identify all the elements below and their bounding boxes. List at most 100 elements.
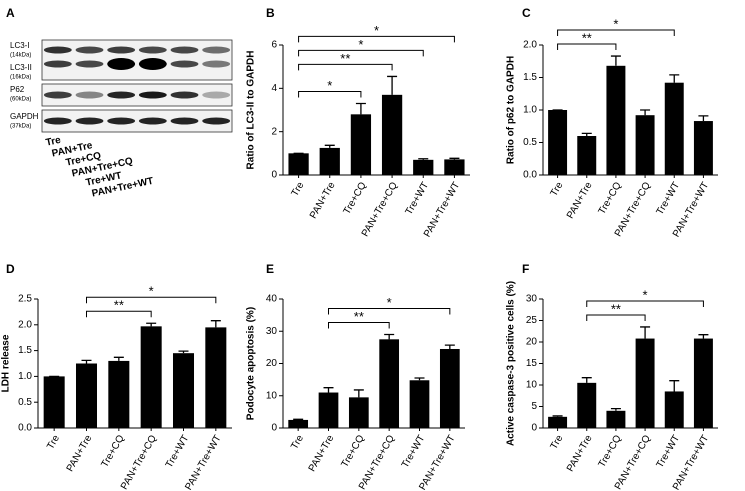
error-bar — [669, 380, 680, 392]
band — [75, 60, 104, 68]
error-bar — [293, 418, 304, 420]
bar — [635, 338, 655, 428]
band — [138, 117, 167, 125]
bar — [444, 159, 465, 175]
error-bar — [610, 408, 621, 411]
significance-bracket — [557, 43, 617, 51]
bar — [318, 392, 339, 428]
y-tick-label: 5 — [531, 401, 537, 412]
bar — [606, 410, 626, 428]
error-bar — [669, 74, 680, 83]
band — [107, 117, 136, 125]
band — [107, 58, 136, 70]
x-tick-label: PAN+Tre — [307, 433, 337, 474]
significance-label: * — [643, 287, 648, 302]
y-tick-label: 10 — [266, 390, 278, 401]
y-tick-label: 15 — [526, 358, 538, 369]
lane-label: Tre — [45, 135, 62, 149]
significance-bracket — [86, 296, 217, 304]
band — [138, 91, 167, 99]
x-tick-label: Tre+CQ — [339, 433, 366, 469]
y-tick-label: 10 — [526, 380, 538, 391]
panel-letter: F — [522, 262, 529, 276]
chart-panel: D LDH release 0.0 0.5 1.0 1.5 2.0 2.5 Tre PAN+Tre… — [1, 262, 232, 491]
error-bar — [113, 356, 124, 361]
band — [75, 46, 104, 54]
significance-label: ** — [114, 298, 124, 313]
bar — [606, 65, 626, 175]
bar — [288, 153, 309, 175]
y-tick-label: 1.5 — [18, 345, 32, 356]
y-axis-label: Active caspase-3 positive cells (%) — [506, 281, 517, 446]
band-label: P62 — [10, 85, 25, 94]
x-tick-label: Tre — [45, 433, 62, 452]
error-bar — [414, 377, 425, 381]
y-tick-label: 0 — [531, 423, 537, 434]
blot-frame — [41, 109, 233, 133]
significance-label: ** — [340, 51, 350, 66]
band-size: (14kDa) — [10, 53, 31, 59]
band — [170, 60, 199, 68]
bar — [319, 147, 340, 175]
error-bar — [353, 389, 364, 398]
band — [170, 117, 199, 125]
band — [43, 46, 72, 54]
bar — [288, 419, 309, 428]
error-bar — [384, 333, 395, 340]
bar — [577, 382, 597, 428]
significance-bracket — [328, 307, 451, 315]
panel-letter: B — [266, 6, 275, 20]
bar — [548, 110, 568, 175]
significance-bracket — [557, 29, 675, 37]
y-tick-label: 20 — [266, 358, 278, 369]
bar — [75, 363, 98, 428]
bar — [664, 82, 684, 175]
band — [43, 117, 72, 125]
significance-label: ** — [582, 30, 592, 45]
y-tick-label: 30 — [526, 294, 538, 305]
band-size: (37kDa) — [10, 124, 31, 130]
bar — [108, 360, 130, 428]
y-tick-label: 1.5 — [523, 72, 537, 83]
blot-frame — [41, 83, 233, 107]
band — [138, 58, 167, 70]
y-tick-label: 2 — [271, 126, 277, 137]
error-bar — [387, 75, 398, 95]
x-tick-label: Tre — [289, 433, 306, 452]
band — [107, 91, 136, 99]
y-tick-label: 0 — [271, 423, 277, 434]
error-bar — [449, 157, 460, 160]
error-bar — [210, 320, 221, 328]
y-tick-label: 2.0 — [523, 40, 537, 51]
bar — [439, 348, 460, 428]
error-bar — [552, 415, 563, 417]
y-tick-label: 0.0 — [18, 423, 32, 434]
x-tick-label: Tre+CQ — [99, 433, 126, 469]
x-tick-label: Tre+WT — [400, 433, 428, 470]
bar — [635, 115, 655, 175]
band-label: LC3-I — [10, 41, 30, 50]
significance-bracket — [298, 91, 362, 98]
chart-panel: E Podocyte apoptosis (%) 0 10 20 30 40 Tre PAN+T… — [246, 262, 465, 491]
x-tick-label: Tre+WT — [655, 180, 683, 217]
bar — [379, 339, 400, 428]
y-tick-label: 2.0 — [18, 319, 32, 330]
band — [43, 60, 72, 68]
y-tick-label: 1.0 — [18, 371, 32, 382]
bar — [577, 136, 597, 175]
band — [202, 117, 231, 125]
error-bar — [146, 322, 157, 327]
error-bar — [323, 387, 334, 393]
bar — [381, 94, 403, 175]
y-tick-label: 1.0 — [523, 105, 537, 116]
x-tick-label: Tre — [290, 180, 307, 199]
x-tick-label: PAN+Tre — [565, 433, 595, 474]
band — [43, 91, 72, 99]
x-tick-label: Tre — [549, 433, 566, 452]
bar — [140, 326, 162, 428]
chart-panel: C Ratio of p62 to GAPDH 0.0 0.5 1.0 1.5 2.0 Tre… — [506, 6, 718, 239]
significance-label: ** — [354, 309, 364, 324]
error-bar — [581, 132, 592, 136]
